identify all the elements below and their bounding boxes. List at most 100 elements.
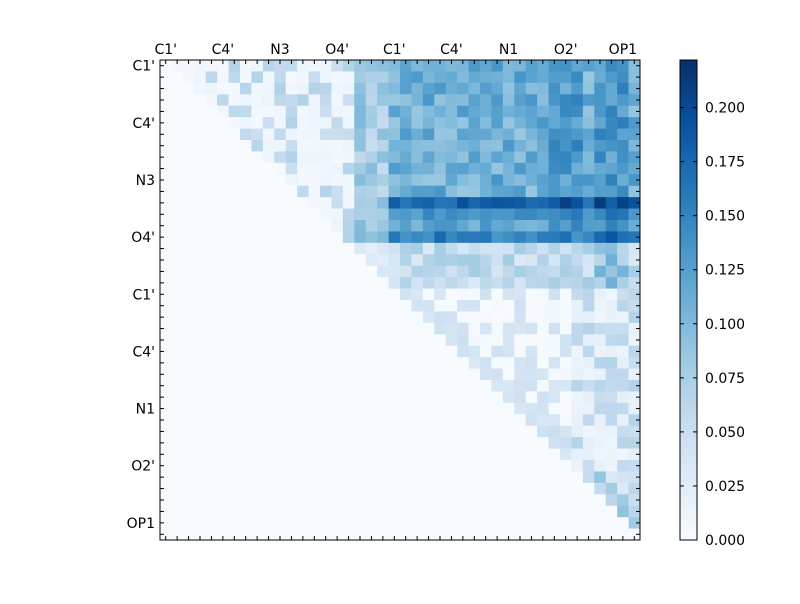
heatmap-cell: [205, 322, 218, 335]
heatmap-cells: [160, 60, 641, 541]
heatmap-cell: [274, 471, 287, 484]
heatmap-cell: [582, 517, 595, 529]
heatmap-cell: [251, 494, 264, 507]
heatmap-cell: [537, 494, 549, 507]
heatmap-cell: [331, 425, 344, 438]
heatmap-cell: [320, 151, 332, 164]
heatmap-cell: [491, 288, 504, 301]
heatmap-cell: [525, 322, 538, 335]
heatmap-cell: [560, 357, 572, 369]
heatmap-cell: [342, 357, 355, 369]
heatmap-cell: [422, 94, 435, 107]
heatmap-cell: [560, 151, 572, 164]
heatmap-cell: [240, 185, 252, 198]
heatmap-cell: [594, 357, 607, 369]
heatmap-cell: [262, 448, 275, 461]
heatmap-cell: [445, 82, 458, 95]
heatmap-cell: [571, 231, 584, 244]
heatmap-cell: [491, 151, 504, 164]
heatmap-cell: [217, 460, 229, 472]
heatmap-cell: [548, 162, 561, 175]
heatmap-cell: [537, 174, 549, 187]
heatmap-cell: [297, 288, 309, 301]
heatmap-cell: [582, 391, 595, 404]
heatmap-cell: [262, 482, 275, 495]
heatmap-cell: [228, 425, 241, 438]
heatmap-cell: [228, 288, 241, 301]
heatmap-cell: [308, 208, 321, 221]
heatmap-cell: [160, 288, 172, 301]
heatmap-cell: [480, 528, 492, 541]
heatmap-cell: [537, 60, 549, 72]
heatmap-cell: [365, 197, 378, 209]
heatmap-cell: [605, 231, 618, 244]
heatmap-cell: [525, 242, 538, 255]
heatmap-cell: [388, 368, 401, 381]
heatmap-cell: [548, 448, 561, 461]
heatmap-cell: [434, 437, 447, 449]
heatmap-cell: [354, 105, 367, 118]
heatmap-cell: [571, 300, 584, 312]
heatmap-cell: [274, 391, 287, 404]
heatmap-cell: [525, 197, 538, 209]
heatmap-cell: [171, 437, 184, 449]
heatmap-cell: [262, 494, 275, 507]
heatmap-cell: [308, 140, 321, 152]
heatmap-cell: [354, 277, 367, 289]
heatmap-cell: [605, 128, 618, 141]
heatmap-cell: [422, 208, 435, 221]
heatmap-cell: [240, 437, 252, 449]
heatmap-cell: [365, 345, 378, 358]
heatmap-cell: [228, 151, 241, 164]
heatmap-cell: [354, 448, 367, 461]
heatmap-cell: [354, 162, 367, 175]
heatmap-cell: [388, 220, 401, 232]
heatmap-cell: [297, 425, 309, 438]
heatmap-cell: [240, 322, 252, 335]
heatmap-cell: [354, 128, 367, 141]
heatmap-cell: [457, 334, 469, 347]
heatmap-cell: [194, 368, 207, 381]
heatmap-cell: [297, 345, 309, 358]
heatmap-cell: [502, 60, 515, 72]
heatmap-cell: [262, 117, 275, 129]
heatmap-cell: [171, 197, 184, 209]
heatmap-cell: [194, 60, 207, 72]
heatmap-cell: [514, 185, 527, 198]
heatmap-cell: [628, 368, 641, 381]
heatmap-cell: [365, 334, 378, 347]
heatmap-cell: [228, 128, 241, 141]
heatmap-cell: [582, 208, 595, 221]
heatmap-cell: [171, 151, 184, 164]
heatmap-cell: [605, 71, 618, 84]
heatmap-cell: [308, 402, 321, 415]
heatmap-cell: [605, 197, 618, 209]
heatmap-cell: [308, 220, 321, 232]
heatmap-cell: [194, 197, 207, 209]
heatmap-cell: [605, 494, 618, 507]
heatmap-cell: [354, 391, 367, 404]
heatmap-cell: [262, 345, 275, 358]
heatmap-cell: [182, 494, 195, 507]
heatmap-cell: [411, 368, 424, 381]
heatmap-cell: [582, 151, 595, 164]
heatmap-cell: [480, 82, 492, 95]
heatmap-cell: [537, 94, 549, 107]
heatmap-cell: [285, 71, 298, 84]
heatmap-cell: [468, 288, 481, 301]
heatmap-cell: [582, 265, 595, 278]
heatmap-cell: [308, 494, 321, 507]
heatmap-cell: [194, 277, 207, 289]
heatmap-cell: [320, 357, 332, 369]
heatmap-cell: [491, 300, 504, 312]
heatmap-cell: [354, 380, 367, 392]
heatmap-cell: [354, 60, 367, 72]
heatmap-cell: [571, 425, 584, 438]
heatmap-cell: [217, 288, 229, 301]
heatmap-cell: [525, 402, 538, 415]
heatmap-cell: [480, 105, 492, 118]
heatmap-cell: [571, 185, 584, 198]
heatmap-cell: [308, 71, 321, 84]
heatmap-cell: [365, 162, 378, 175]
heatmap-cell: [560, 311, 572, 324]
